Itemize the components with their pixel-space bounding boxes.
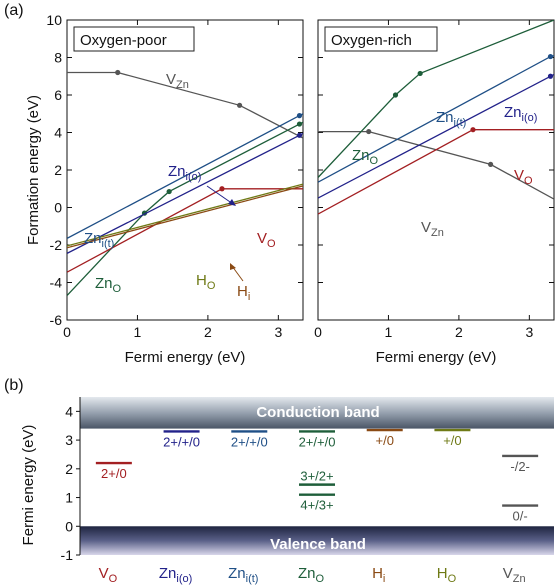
y-tick-label--6: -6 (50, 312, 63, 328)
series-marker-rich-Zn_O-1 (417, 70, 423, 77)
plot-transition-levels: -1 0 1 2 3 4 2+/0 VO 2+/+/0 Zni(o) 2+/+/0 Zni(t) 2+/… (61, 397, 554, 585)
panel-a-right-title: Oxygen-rich (331, 32, 412, 49)
x-tick-label-rich-1: 1 (385, 324, 393, 340)
series-line-rich-Zn_O (318, 20, 554, 178)
series-marker-rich-Zn_i_t-0 (547, 53, 554, 60)
x-tick-label-rich-0: 0 (314, 324, 322, 340)
plot-oxygen-poor: 0 1 2 3 -6 -4 -2 0 2 4 6 8 10 VZn Zni(o) Zni(t) VO HO Hi Zn… (46, 12, 304, 340)
series-marker-poor-V_Zn-1 (236, 102, 243, 108)
category-label-Zn_i_t: Zni(t) (228, 565, 258, 585)
label-poor-V_Zn: VZn (166, 71, 189, 91)
series-line-poor-V_Zn (67, 71, 303, 139)
series-marker-poor-Zn_O-1 (166, 188, 172, 195)
series-line-rich-V_Zn (318, 130, 554, 200)
level-label-Zn_i_o-0: 2+/+/0 (163, 434, 200, 449)
y-tick-label-2: 2 (54, 162, 62, 178)
panel-b-ylabel: Fermi energy (eV) (20, 425, 37, 546)
level-label-V_Zn-0: -/2- (510, 459, 530, 474)
label-rich-Zn_O: ZnO (352, 147, 379, 167)
level-label-V_O-0: 2+/0 (101, 466, 127, 481)
level-label-V_Zn-1: 0/- (513, 509, 528, 524)
label-rich-Zn_i_t: Zni(t) (436, 109, 466, 129)
series-marker-rich-V_Zn-0 (366, 128, 372, 135)
series-marker-rich-Zn_O-0 (392, 92, 399, 98)
y-tick-label-6: 6 (54, 87, 62, 103)
panel-b-label: (b) (4, 377, 24, 394)
levels-y-tick-label-3: 3 (65, 432, 73, 448)
level-label-Zn_i_t-0: 2+/+/0 (231, 434, 268, 449)
category-label-Zn_i_o: Zni(o) (159, 565, 192, 585)
label-rich-Zn_i_o: Zni(o) (504, 104, 537, 124)
levels-y-tick-label-0: 0 (65, 518, 73, 534)
panel-a-right-xlabel: Fermi energy (eV) (376, 349, 497, 366)
label-poor-Zn_O: ZnO (95, 275, 122, 295)
level-label-H_O-0: +/0 (443, 433, 461, 448)
x-tick-label-rich-3: 3 (525, 324, 533, 340)
y-tick-label--2: -2 (50, 237, 63, 253)
panel-a-left-title-box: Oxygen-poor (73, 26, 195, 52)
levels-y-tick-label--1: -1 (61, 547, 74, 563)
y-tick-label-4: 4 (54, 125, 62, 141)
label-poor-H_O: HO (196, 272, 216, 292)
category-label-H_i: Hi (372, 565, 385, 585)
series-marker-rich-V_Zn-1 (487, 161, 494, 167)
series-line-poor-H_O (67, 183, 303, 247)
x-tick-label-poor-1: 1 (134, 324, 142, 340)
panel-a-xlabel: Fermi energy (eV) (125, 349, 246, 366)
label-poor-V_O: VO (257, 230, 276, 250)
level-label-Zn_O-1: 3+/2+ (300, 469, 333, 484)
levels-y-tick-label-2: 2 (65, 461, 73, 477)
label-poor-Zn_i_t: Zni(t) (84, 230, 114, 250)
plot-oxygen-rich: 0 1 2 3 ZnO Zni(t) Zni(o) VO VZn (314, 19, 555, 340)
y-tick-label-0: 0 (54, 200, 62, 216)
y-tick-label--4: -4 (50, 275, 63, 291)
x-tick-label-poor-3: 3 (274, 324, 282, 340)
panel-a-label: (a) (4, 2, 24, 19)
x-tick-label-poor-0: 0 (63, 324, 71, 340)
levels-y-tick-label-4: 4 (65, 403, 73, 419)
series-marker-rich-Zn_i_o-0 (547, 73, 554, 79)
valence-band-label: Valence band (270, 536, 366, 553)
series-marker-poor-Zn_O-2 (296, 121, 303, 127)
category-label-V_Zn: VZn (503, 565, 526, 585)
series-line-poor-V_O (67, 188, 303, 273)
label-rich-V_Zn: VZn (421, 219, 444, 239)
valence-band (80, 526, 554, 555)
x-tick-label-poor-2: 2 (204, 324, 212, 340)
series-line-poor-H_i (67, 185, 303, 249)
series-marker-poor-Zn_i_t-0 (296, 113, 303, 119)
label-rich-V_O: VO (514, 167, 533, 187)
y-tick-label-8: 8 (54, 50, 62, 66)
series-marker-rich-V_O-0 (470, 127, 476, 133)
label-poor-Zn_i_o: Zni(o) (168, 163, 201, 183)
series-group-rich (318, 20, 554, 215)
levels-y-tick-label-1: 1 (65, 490, 73, 506)
series-marker-poor-V_Zn-0 (115, 69, 121, 76)
level-label-H_i-0: +/0 (375, 433, 393, 448)
arrowhead-poor-Zn_i_o (228, 199, 236, 206)
category-label-H_O: HO (437, 565, 457, 585)
category-label-Zn_O: ZnO (298, 565, 325, 585)
y-tick-label-10: 10 (46, 12, 62, 28)
series-group-poor (67, 69, 303, 297)
panel-a-right-title-box: Oxygen-rich (324, 26, 438, 52)
conduction-band-label: Conduction band (256, 404, 379, 421)
series-marker-poor-Zn_i_o-0 (296, 132, 303, 138)
category-label-V_O: VO (99, 565, 118, 585)
level-label-Zn_O-0: 2+/+/0 (299, 434, 336, 449)
panel-a-ylabel: Formation energy (eV) (25, 95, 42, 245)
series-marker-poor-V_O-0 (219, 186, 225, 192)
label-poor-H_i: Hi (237, 283, 250, 303)
level-label-Zn_O-2: 4+/3+ (300, 498, 333, 513)
panel-a-left-title: Oxygen-poor (80, 32, 167, 49)
conduction-band (80, 397, 554, 429)
arrow-poor-Zn_i_o (206, 185, 234, 205)
x-tick-label-rich-2: 2 (455, 324, 463, 340)
arrowhead-poor-H_i (230, 263, 236, 270)
